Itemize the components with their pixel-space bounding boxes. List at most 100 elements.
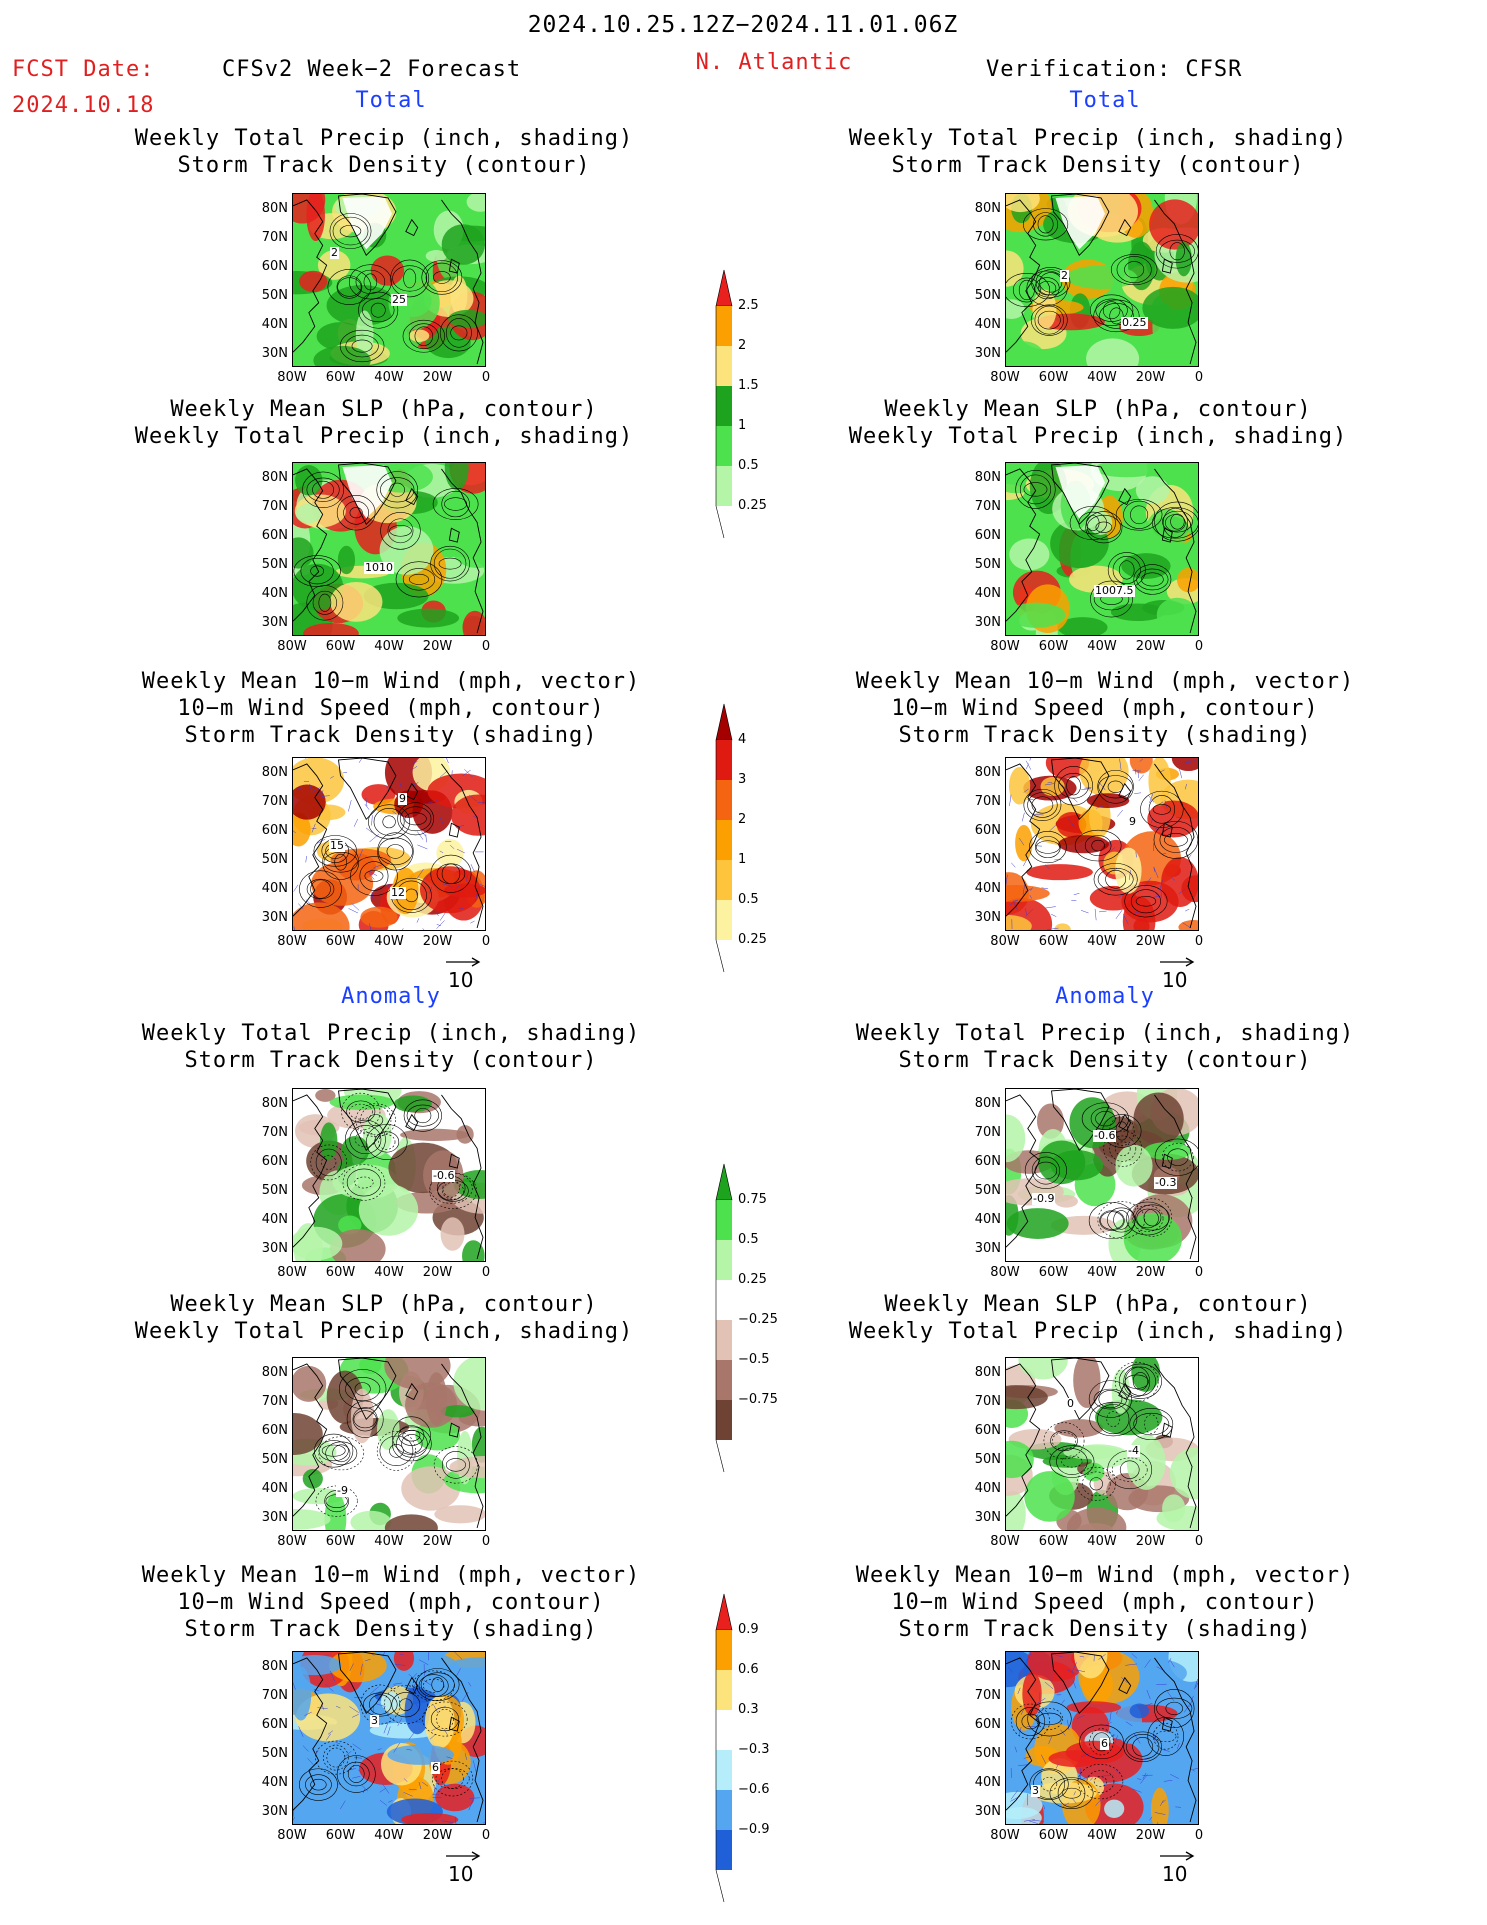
colorbar-anom-precip: 0.75 0.5 0.25 −0.25 −0.5 −0.75 [714, 1160, 778, 1480]
ref-vector-fc-total: 10 [446, 956, 482, 992]
lat-tick: 80N [261, 201, 288, 216]
colorbar-total-track: 4 3 2 1 0.5 0.25 [714, 700, 767, 980]
contour-label: -0.9 [1032, 1192, 1056, 1205]
lon-tick: 60W [1038, 1265, 1069, 1280]
lat-tick: 80N [974, 1659, 1001, 1674]
lat-tick: 80N [261, 470, 288, 485]
lon-tick: 60W [325, 934, 356, 949]
title-obs-anom-precip: Weekly Total Precip (inch, shading) Storm… [855, 1021, 1355, 1073]
colorbar-label: 0.5 [738, 892, 759, 907]
ref-vector-label: 10 [1162, 1862, 1188, 1886]
contour-label: 1007.5 [1094, 584, 1135, 597]
contour-label: 25 [391, 293, 407, 306]
lat-tick: 30N [261, 1510, 288, 1525]
colorbar-label: 4 [738, 732, 747, 747]
lat-tick: 40N [261, 1212, 288, 1227]
title-fc-total-slp: Weekly Mean SLP (hPa, contour) Weekly Tot… [134, 397, 634, 449]
lon-tick: 20W [1135, 370, 1166, 385]
section-anomaly-left: Anomaly [341, 984, 441, 1009]
lat-tick: 70N [261, 1125, 288, 1140]
lon-tick: 20W [422, 934, 453, 949]
colorbar-label: 3 [738, 772, 747, 787]
lat-tick: 60N [261, 1423, 288, 1438]
colorbar-label: 0.3 [738, 1702, 759, 1717]
lat-tick: 80N [974, 765, 1001, 780]
lat-tick: 30N [261, 1804, 288, 1819]
fcst-date: 2024.10.18 [12, 93, 155, 118]
lon-tick: 60W [325, 639, 356, 654]
lat-tick: 40N [974, 1775, 1001, 1790]
map-canvas [1006, 1358, 1198, 1530]
colorbar-label: 0.25 [738, 932, 767, 947]
lat-tick: 70N [261, 1688, 288, 1703]
lat-tick: 50N [974, 1183, 1001, 1198]
lat-tick: 80N [974, 201, 1001, 216]
map-canvas [293, 1652, 485, 1824]
lon-tick: 0 [481, 934, 491, 949]
map-canvas [1006, 194, 1198, 366]
lat-tick: 30N [974, 346, 1001, 361]
lat-tick: 80N [974, 1365, 1001, 1380]
lon-tick: 40W [374, 1265, 404, 1280]
lon-tick: 40W [1087, 1265, 1117, 1280]
lat-tick: 30N [261, 615, 288, 630]
contour-label: -0.3 [1154, 1176, 1178, 1189]
lon-tick: 20W [422, 1265, 453, 1280]
contour-label: 1010 [364, 561, 394, 574]
lat-tick: 30N [974, 1510, 1001, 1525]
lat-tick: 60N [974, 1154, 1001, 1169]
lon-tick: 40W [374, 1828, 404, 1843]
lon-tick: 60W [1038, 934, 1069, 949]
lat-tick: 60N [974, 823, 1001, 838]
lat-tick: 80N [974, 470, 1001, 485]
contour-label: 3 [1031, 1784, 1040, 1797]
colorbar-label: −0.6 [738, 1782, 770, 1797]
colorbar-label: 0.25 [738, 1272, 767, 1287]
lon-tick: 20W [1135, 934, 1166, 949]
ref-vector-label: 10 [1162, 968, 1188, 992]
lat-tick: 50N [261, 852, 288, 867]
lon-tick: 80W [990, 1534, 1020, 1549]
map-obs-total-precip: 2 0.25 [1005, 193, 1199, 367]
colorbar-label: 1 [738, 418, 747, 433]
lat-tick: 50N [974, 1746, 1001, 1761]
lon-tick: 80W [990, 1265, 1020, 1280]
lat-tick: 30N [974, 1241, 1001, 1256]
lon-tick: 80W [277, 370, 307, 385]
lon-tick: 80W [277, 639, 307, 654]
map-fc-total-wind: 9 15 12 [292, 757, 486, 931]
lon-tick: 20W [1135, 1828, 1166, 1843]
region-label: N. Atlantic [695, 50, 853, 75]
lat-tick: 30N [261, 1241, 288, 1256]
lat-tick: 50N [261, 557, 288, 572]
map-fc-total-slp: 1010 [292, 462, 486, 636]
lon-tick: 80W [277, 1534, 307, 1549]
lat-tick: 40N [974, 1212, 1001, 1227]
lat-tick: 70N [261, 794, 288, 809]
lat-tick: 50N [261, 288, 288, 303]
lon-tick: 40W [1087, 1828, 1117, 1843]
colorbar-label: −0.5 [738, 1352, 770, 1367]
lon-tick: 80W [277, 1828, 307, 1843]
lon-tick: 20W [422, 370, 453, 385]
lat-tick: 50N [261, 1183, 288, 1198]
lat-tick: 70N [974, 1125, 1001, 1140]
arrow-right-icon [1160, 957, 1195, 967]
map-canvas [1006, 758, 1198, 930]
map-canvas [293, 1358, 485, 1530]
arrow-right-icon [1160, 1851, 1195, 1861]
lat-tick: 60N [974, 259, 1001, 274]
contour-label: 2 [1060, 269, 1069, 282]
contour-label: -0.6 [1093, 1129, 1117, 1142]
title-fc-anom-precip: Weekly Total Precip (inch, shading) Storm… [141, 1021, 641, 1073]
contour-label: 0 [1066, 1397, 1075, 1410]
contour-label: 3 [370, 1714, 379, 1727]
lon-tick: 60W [325, 1534, 356, 1549]
lon-tick: 40W [1087, 1534, 1117, 1549]
lat-tick: 60N [261, 823, 288, 838]
lat-tick: 80N [261, 765, 288, 780]
arrow-right-icon [446, 1851, 481, 1861]
section-total-right: Total [1069, 88, 1141, 113]
